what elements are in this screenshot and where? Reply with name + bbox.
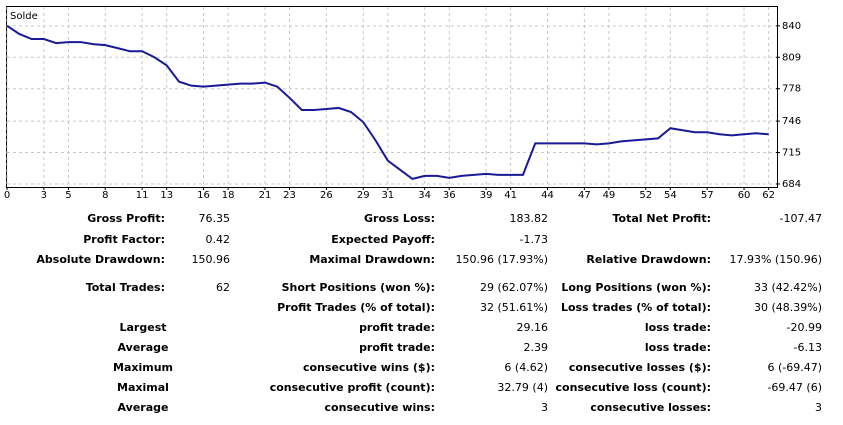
x-tick-label: 16 [197, 190, 210, 201]
stat-value: -6.13 [794, 341, 822, 354]
x-tick-label: 41 [504, 190, 517, 201]
x-tick-label: 36 [443, 190, 456, 201]
stat-label: Expected Payoff: [331, 233, 435, 246]
stat-value: 2.39 [524, 341, 549, 354]
x-tick-label: 11 [136, 190, 149, 201]
y-tick-label: 840 [782, 21, 801, 32]
stat-label: Long Positions (won %): [561, 281, 711, 294]
x-tick-label: 49 [603, 190, 616, 201]
stat-value: 32.79 (4) [497, 381, 548, 394]
balance-line [6, 25, 769, 180]
stat-label: consecutive loss (count): [556, 381, 711, 394]
x-tick-label: 26 [320, 190, 333, 201]
x-tick-label: 21 [259, 190, 272, 201]
x-tick-label: 0 [4, 190, 10, 201]
y-tick-label: 778 [782, 84, 801, 95]
x-tick-label: 57 [701, 190, 714, 201]
x-tick-label: 23 [283, 190, 296, 201]
stat-label: loss trade: [645, 321, 711, 334]
stat-value: 183.82 [510, 212, 549, 225]
stat-label: Gross Profit: [87, 212, 165, 225]
stat-label: Profit Trades (% of total): [277, 301, 435, 314]
stat-value: 29 (62.07%) [480, 281, 548, 294]
stat-label: loss trade: [645, 341, 711, 354]
stat-value: 30 (48.39%) [754, 301, 822, 314]
stat-value: -107.47 [780, 212, 822, 225]
stat-label: Maximal [117, 381, 169, 394]
stat-label: Maximal Drawdown: [309, 253, 435, 266]
stat-label: consecutive profit (count): [270, 381, 435, 394]
x-tick-label: 52 [639, 190, 652, 201]
stat-label: Profit Factor: [83, 233, 165, 246]
stat-label: consecutive losses ($): [569, 361, 711, 374]
stat-label: Total Net Profit: [613, 212, 712, 225]
y-tick-label: 684 [782, 179, 801, 190]
stat-label: Gross Loss: [364, 212, 435, 225]
chart-title: Solde [10, 11, 38, 22]
stat-value: 33 (42.42%) [754, 281, 822, 294]
x-tick-label: 8 [102, 190, 108, 201]
stat-value: 17.93% (150.96) [729, 253, 822, 266]
x-tick-label: 18 [222, 190, 235, 201]
x-tick-label: 3 [41, 190, 47, 201]
stat-label: Absolute Drawdown: [36, 253, 165, 266]
plot-frame [6, 6, 778, 188]
x-tick-label: 60 [738, 190, 751, 201]
y-tick-label: 809 [782, 52, 801, 63]
stat-value: 6 (4.62) [504, 361, 548, 374]
x-tick-label: 44 [541, 190, 554, 201]
stat-label: Total Trades: [86, 281, 165, 294]
stat-label: consecutive wins: [325, 401, 435, 414]
stat-value: 150.96 (17.93%) [455, 253, 548, 266]
x-tick-label: 39 [480, 190, 493, 201]
stat-value: 150.96 [192, 253, 231, 266]
x-tick-label: 5 [65, 190, 71, 201]
stat-label: Relative Drawdown: [586, 253, 711, 266]
stat-value: 6 (-69.47) [767, 361, 822, 374]
stat-label: Average [118, 401, 169, 414]
stat-label: consecutive wins ($): [303, 361, 435, 374]
x-tick-label: 54 [664, 190, 677, 201]
x-tick-label: 29 [357, 190, 370, 201]
x-tick-label: 31 [381, 190, 394, 201]
stat-label: consecutive losses: [590, 401, 711, 414]
stat-label: Short Positions (won %): [282, 281, 435, 294]
stat-value: 76.35 [199, 212, 231, 225]
stat-value: 3 [815, 401, 822, 414]
stat-value: 3 [541, 401, 548, 414]
stat-value: 0.42 [206, 233, 231, 246]
stat-value: 32 (51.61%) [480, 301, 548, 314]
stat-value: 62 [216, 281, 230, 294]
x-tick-label: 34 [418, 190, 431, 201]
stat-label: Loss trades (% of total): [561, 301, 711, 314]
stat-value: -69.47 (6) [767, 381, 822, 394]
x-tick-label: 62 [762, 190, 775, 201]
stat-value: 29.16 [517, 321, 549, 334]
x-tick-label: 47 [578, 190, 591, 201]
y-tick-label: 746 [782, 116, 801, 127]
stat-label: Largest [120, 321, 167, 334]
stat-label: Maximum [113, 361, 173, 374]
stat-value: -20.99 [787, 321, 822, 334]
stat-label: Average [118, 341, 169, 354]
stat-label: profit trade: [359, 341, 435, 354]
y-tick-label: 715 [782, 148, 801, 159]
stat-label: profit trade: [359, 321, 435, 334]
stat-value: -1.73 [520, 233, 548, 246]
x-tick-label: 13 [160, 190, 173, 201]
